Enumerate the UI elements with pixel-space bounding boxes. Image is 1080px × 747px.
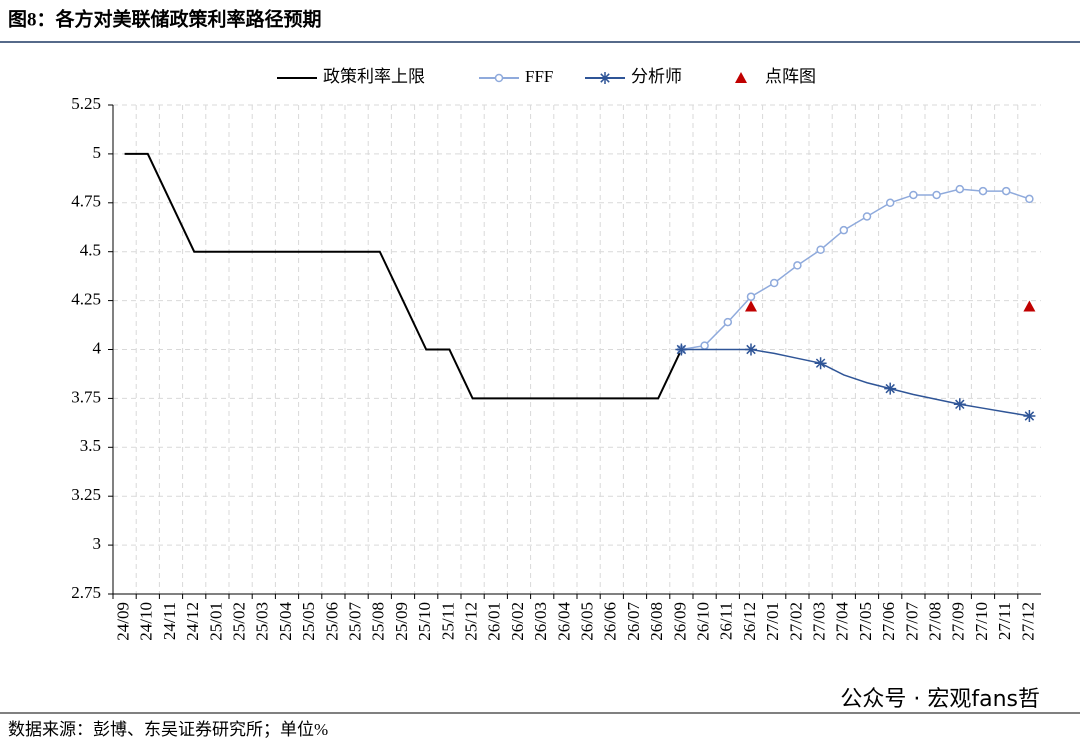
point (955, 184, 965, 194)
y-tick-label: 4.25 (71, 290, 101, 309)
x-tick-label: 24/09 (114, 602, 133, 641)
x-tick-label: 26/12 (740, 602, 759, 641)
x-tick-label: 26/10 (694, 602, 713, 641)
point (1001, 186, 1011, 196)
x-tick-label: 26/03 (531, 602, 550, 641)
point (745, 300, 757, 312)
x-tick-label: 27/04 (833, 602, 852, 641)
point (884, 382, 897, 395)
legend-marker (599, 72, 611, 84)
y-tick-label: 2.75 (71, 583, 101, 602)
x-tick-label: 24/11 (160, 602, 179, 640)
x-tick-label: 26/01 (485, 602, 504, 641)
legend-label: 点阵图 (765, 67, 816, 86)
point (816, 245, 825, 254)
legend-label: FFF (525, 67, 553, 86)
x-tick-label: 25/02 (230, 602, 249, 641)
x-tick-label: 26/09 (670, 602, 689, 641)
x-tick-label: 27/09 (949, 602, 968, 641)
x-tick-label: 27/05 (856, 602, 875, 641)
x-tick-label: 25/12 (462, 602, 481, 641)
x-tick-label: 25/06 (322, 602, 341, 641)
y-tick-label: 3.5 (80, 436, 101, 455)
point (839, 225, 849, 235)
y-tick-label: 4.75 (71, 192, 101, 211)
legend-label: 分析师 (631, 67, 682, 86)
x-tick-label: 25/03 (253, 602, 272, 641)
x-tick-label: 27/08 (926, 602, 945, 641)
point (814, 357, 827, 370)
legend-label: 政策利率上限 (323, 67, 425, 86)
y-tick-label: 5.25 (71, 94, 101, 113)
y-tick-label: 3.25 (71, 485, 101, 504)
x-tick-label: 24/12 (183, 602, 202, 641)
point (746, 292, 756, 301)
x-tick-label: 25/08 (369, 602, 388, 641)
point (793, 261, 802, 270)
x-tick-label: 25/09 (392, 602, 411, 641)
x-tick-label: 27/03 (810, 602, 829, 641)
x-tick-label: 27/10 (972, 602, 991, 641)
series-line (681, 188, 1030, 351)
x-tick-label: 27/02 (786, 602, 805, 641)
x-tick-label: 27/01 (763, 602, 782, 641)
point (862, 212, 872, 221)
y-tick-label: 3.75 (71, 387, 101, 406)
point (953, 398, 966, 411)
x-tick-label: 26/05 (578, 602, 597, 641)
x-tick-label: 27/11 (995, 602, 1014, 640)
legend-marker (735, 72, 747, 83)
point (700, 341, 709, 350)
x-tick-label: 24/10 (137, 602, 156, 641)
point (1025, 194, 1034, 204)
series-line (124, 152, 683, 400)
y-tick-label: 5 (93, 143, 102, 162)
point (675, 343, 688, 356)
watermark: 公众号 · 宏观fans哲 (840, 687, 1040, 712)
source-note: 数据来源：彭博、东吴证券研究所；单位% (8, 720, 328, 739)
y-tick-label: 4 (93, 338, 102, 357)
y-tick-label: 3 (93, 534, 102, 553)
x-tick-label: 25/07 (346, 602, 365, 641)
x-tick-label: 25/11 (438, 602, 457, 640)
x-tick-label: 26/07 (624, 602, 643, 641)
x-tick-label: 26/02 (508, 602, 527, 641)
y-tick-label: 4.5 (80, 241, 101, 260)
point (885, 198, 895, 208)
point (978, 186, 988, 196)
x-tick-label: 26/04 (554, 602, 573, 641)
series-line (681, 348, 1030, 417)
x-tick-label: 25/10 (415, 602, 434, 641)
point (723, 317, 733, 327)
point (745, 343, 757, 356)
point (769, 278, 779, 288)
point (909, 190, 918, 200)
legend-marker (494, 73, 504, 83)
x-tick-label: 25/05 (299, 602, 318, 641)
x-tick-label: 27/07 (902, 602, 921, 641)
x-tick-label: 27/12 (1018, 602, 1037, 641)
chart-title: 图8：各方对美联储政策利率路径预期 (8, 7, 322, 30)
x-tick-label: 27/06 (879, 602, 898, 641)
point (1023, 300, 1036, 312)
x-tick-label: 25/01 (206, 602, 225, 641)
x-tick-label: 26/06 (601, 602, 620, 641)
x-tick-label: 25/04 (276, 602, 295, 641)
point (932, 190, 941, 200)
x-tick-label: 26/11 (717, 602, 736, 640)
x-tick-label: 26/08 (647, 602, 666, 641)
point (1023, 410, 1036, 423)
